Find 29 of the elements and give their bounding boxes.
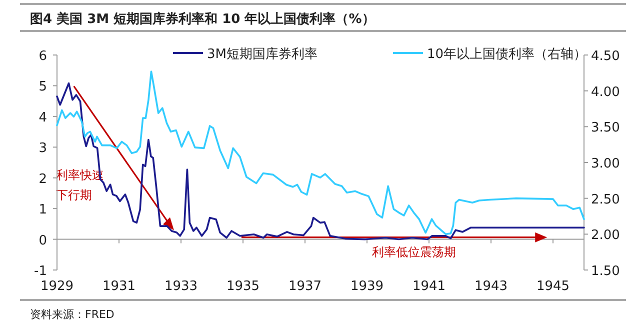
text: 资料来源：FRED — [30, 308, 114, 321]
y-tick-label: 6 — [38, 49, 47, 64]
y-tick-label: 0 — [38, 233, 47, 248]
annotation: 利率低位震荡期 — [372, 244, 456, 261]
x-tick-label: 1941 — [412, 279, 446, 294]
y2-tick-label: 1.50 — [591, 264, 620, 279]
y2-tick-label: 4.00 — [591, 84, 620, 100]
x-tick-label: 1931 — [102, 279, 136, 294]
y-tick-label: 4 — [38, 110, 47, 126]
legend-label: 3M短期国库券利率 — [207, 46, 318, 62]
y-tick-label: 2 — [38, 172, 47, 187]
y2-tick-label: 3.50 — [591, 120, 620, 136]
y-tick-label: 1 — [38, 202, 47, 218]
x-tick-label: 1929 — [40, 279, 74, 294]
x-tick-label: 1943 — [474, 279, 508, 294]
x-tick-label: 1939 — [350, 279, 384, 294]
y2-tick-label: 4.50 — [591, 49, 620, 64]
legend-label: 10年以上国债利率（右轴） — [427, 46, 587, 62]
y2-tick-label: 2.50 — [591, 192, 620, 208]
y2-tick-label: 3.00 — [591, 156, 620, 172]
y-tick-label: 3 — [38, 141, 47, 156]
x-tick-label: 1935 — [226, 279, 260, 294]
y-tick-label: -1 — [34, 264, 47, 279]
x-tick-label: 1937 — [288, 279, 322, 294]
chart-title: 图4 美国 3M 短期国库券利率和 10 年以上国债利率（%） — [30, 11, 375, 27]
x-tick-label: 1945 — [536, 279, 570, 294]
y2-tick-label: 2.00 — [591, 228, 620, 244]
x-tick-label: 1933 — [164, 279, 198, 294]
y-tick-label: 5 — [38, 80, 47, 95]
